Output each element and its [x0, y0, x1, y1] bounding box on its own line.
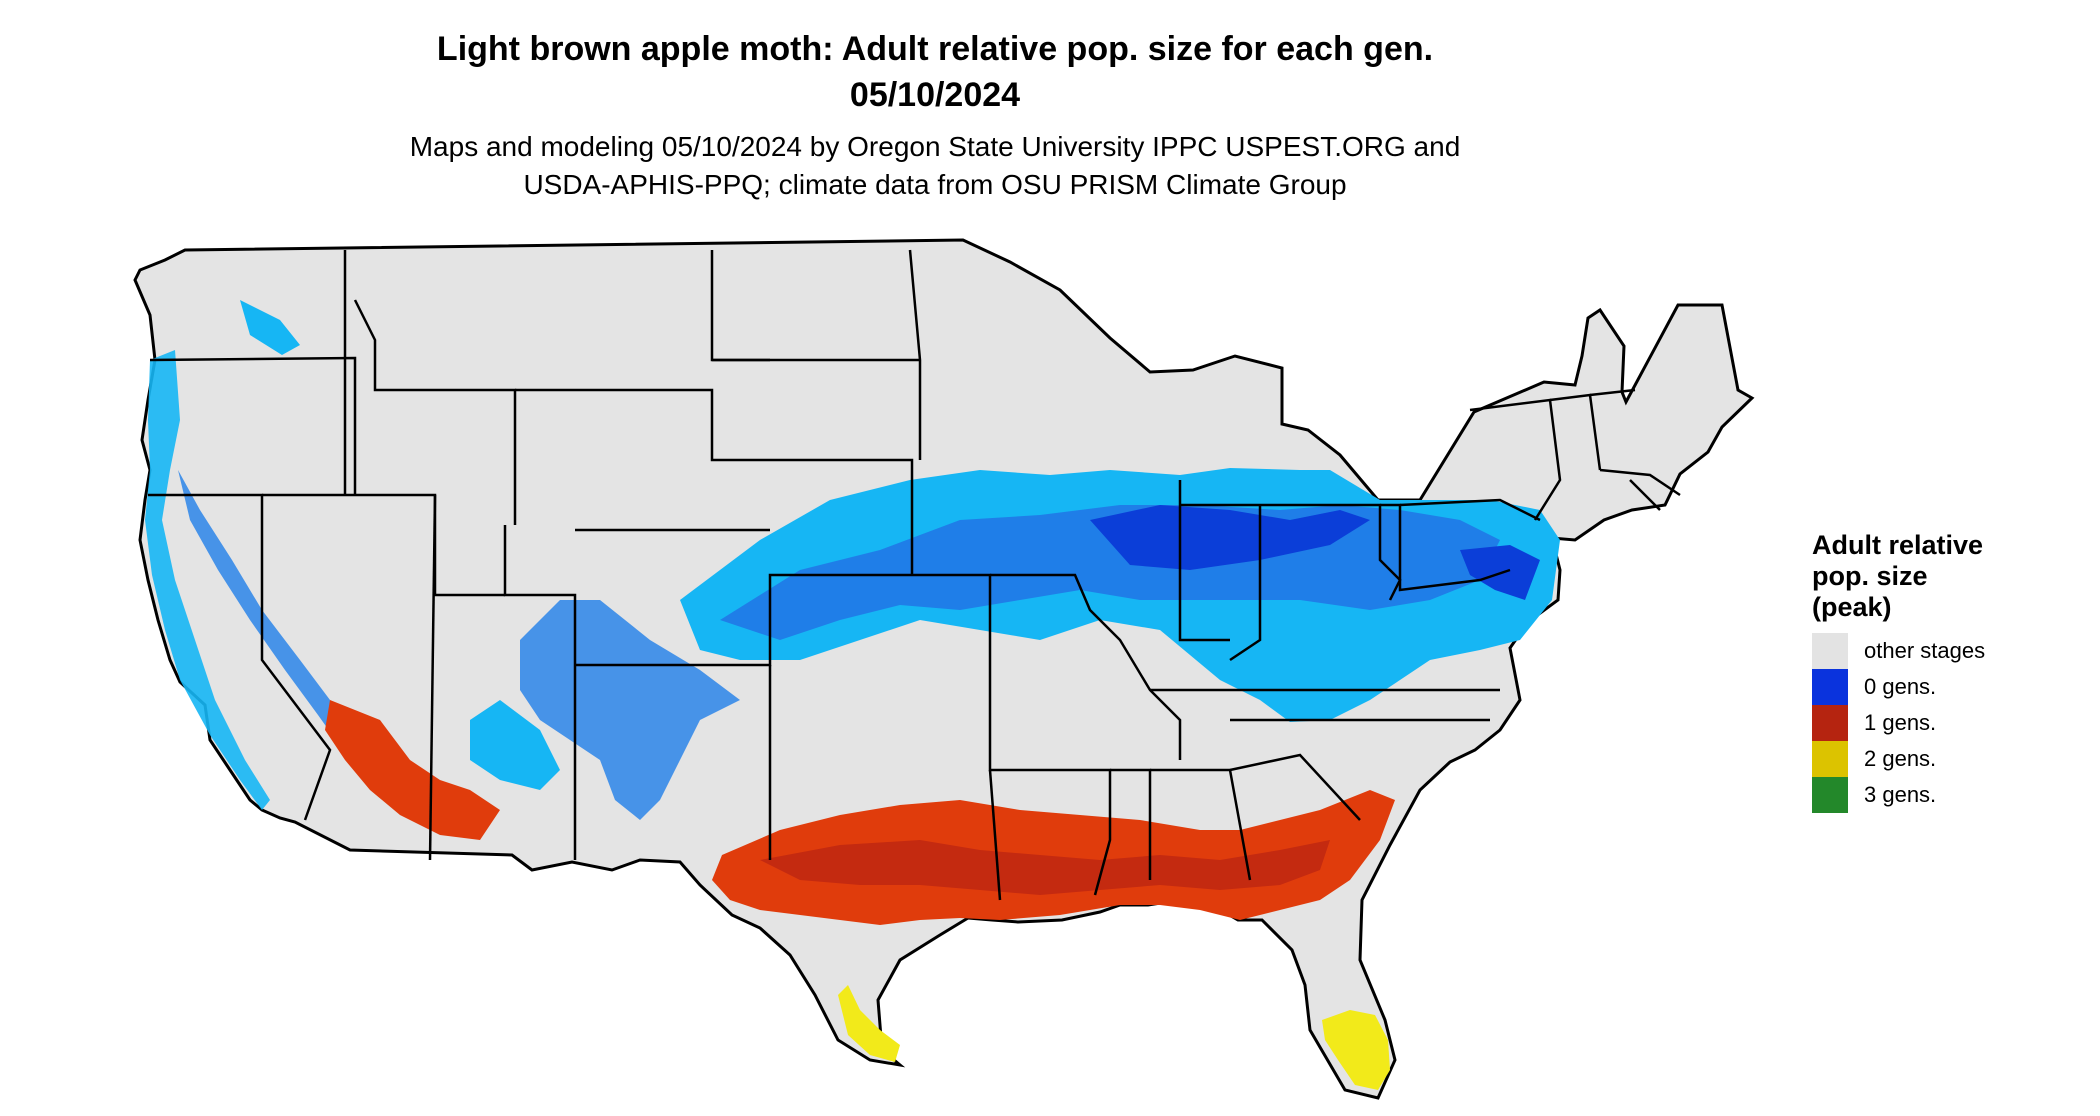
legend-item-1-gens: 1 gens. — [1812, 705, 2072, 741]
subtitle-line-1: Maps and modeling 05/10/2024 by Oregon S… — [409, 131, 1461, 162]
subtitle-line-2: USDA-APHIS-PPQ; climate data from OSU PR… — [523, 169, 1347, 200]
title-line-2: 05/10/2024 — [849, 76, 1021, 114]
legend-label: 0 gens. — [1864, 674, 1937, 699]
us-map — [133, 238, 1755, 1100]
southern-dark-red — [760, 840, 1330, 895]
legend-title-line: Adult relative — [1812, 530, 1984, 560]
title-line-1: Light brown apple moth: Adult relative p… — [436, 30, 1434, 68]
legend-label: other stages — [1864, 638, 1986, 663]
legend-item-3-gens: 3 gens. — [1812, 777, 2072, 813]
legend-title-line: (peak) — [1812, 592, 1892, 622]
conus-land — [133, 238, 1755, 1100]
pacific-coast-band — [145, 350, 270, 810]
arizona-red-patch — [325, 700, 500, 840]
central-dark-band — [1090, 505, 1370, 570]
legend-label: 1 gens. — [1864, 710, 1937, 735]
state-borders — [148, 249, 1681, 901]
map-title: Light brown apple moth: Adult relative p… — [0, 26, 1870, 118]
south-florida-yellow — [1322, 1010, 1390, 1090]
legend-swatch — [1812, 741, 1848, 777]
legend-swatch — [1812, 777, 1848, 813]
legend-swatch — [1812, 633, 1848, 669]
columbia-band — [240, 300, 300, 355]
legend-item-2-gens: 2 gens. — [1812, 741, 2072, 777]
legend-title-line: pop. size — [1812, 561, 1928, 591]
legend: Adult relative pop. size (peak) other st… — [1812, 530, 2072, 813]
legend-swatch — [1812, 705, 1848, 741]
legend-swatch — [1812, 669, 1848, 705]
sierra-band — [178, 470, 360, 760]
legend-item-other-stages: other stages — [1812, 633, 2072, 669]
legend-item-0-gens: 0 gens. — [1812, 669, 2072, 705]
legend-label: 3 gens. — [1864, 782, 1937, 807]
map-subtitle: Maps and modeling 05/10/2024 by Oregon S… — [0, 128, 1870, 204]
south-texas-yellow — [838, 985, 900, 1062]
legend-label: 2 gens. — [1864, 746, 1937, 771]
legend-title: Adult relative pop. size (peak) — [1812, 530, 2072, 623]
rockies-blue-streaks — [470, 700, 560, 790]
